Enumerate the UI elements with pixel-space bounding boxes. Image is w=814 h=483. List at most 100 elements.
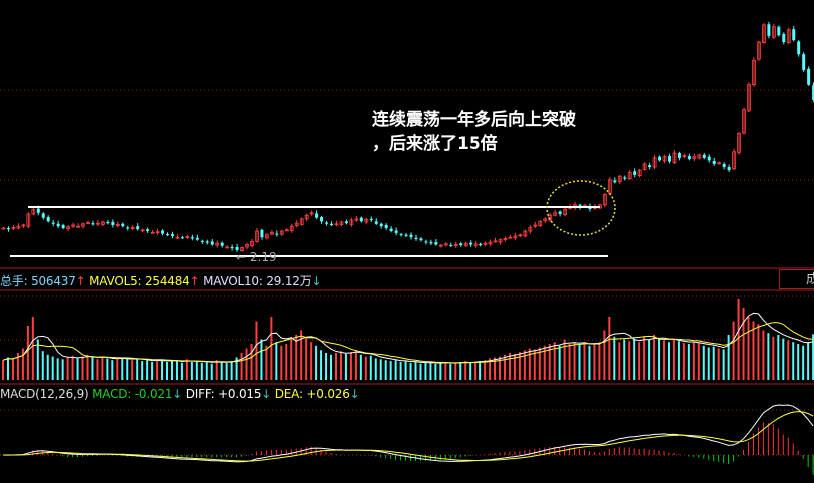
- mavol5-label: MAVOL5:: [89, 274, 145, 288]
- volume-bar: [389, 361, 392, 380]
- annotation-line-2: ，后来涨了15倍: [372, 134, 498, 154]
- volume-bar: [464, 361, 467, 380]
- volume-bar: [374, 358, 377, 380]
- macd-title: MACD(12,26,9): [0, 387, 93, 401]
- candle-body: [563, 208, 568, 216]
- volume-bar: [513, 353, 516, 380]
- volume-bar: [663, 340, 666, 380]
- candle-body: [702, 154, 706, 158]
- volume-bar: [792, 342, 795, 380]
- candle-body: [757, 41, 761, 60]
- candle-body: [722, 163, 726, 168]
- volume-bar: [86, 354, 89, 380]
- volume-bar: [503, 354, 506, 380]
- candle-body: [51, 222, 55, 224]
- candle-body: [46, 217, 50, 222]
- candle-body: [513, 235, 518, 239]
- volume-bar: [802, 345, 805, 380]
- candle-body: [146, 229, 150, 232]
- volume-bar: [797, 344, 800, 380]
- volume-bar: [295, 335, 298, 380]
- candle-body: [409, 234, 413, 238]
- volume-legend: 总手: 506437↑ MAVOL5: 254484↑ MAVOL10: 29.…: [0, 272, 322, 289]
- volume-bar: [409, 362, 412, 380]
- volume-bar: [404, 361, 407, 380]
- volume-bar: [111, 360, 114, 380]
- candle-body: [389, 228, 393, 232]
- volume-bar: [807, 342, 810, 380]
- volume-bar: [265, 345, 268, 380]
- candle-body: [627, 172, 632, 180]
- volume-bar: [653, 335, 656, 380]
- candle-body: [463, 242, 468, 247]
- volume-bar: [667, 342, 670, 380]
- candle-body: [334, 223, 339, 226]
- volume-bar: [220, 362, 223, 380]
- volume-bar: [474, 362, 477, 380]
- volume-bar: [334, 353, 337, 380]
- volume-bar: [767, 333, 770, 380]
- candle-body: [76, 225, 80, 228]
- breakout-circle: [546, 180, 616, 236]
- volume-bar: [603, 330, 606, 380]
- candle-body: [284, 229, 289, 232]
- candle-body: [717, 162, 722, 165]
- candle-body: [359, 217, 363, 222]
- candle-body: [230, 246, 234, 249]
- volume-bar: [523, 350, 526, 380]
- macd-legend: MACD(12,26,9) MACD: -0.021↓ DIFF: +0.015…: [0, 387, 360, 401]
- candle-body: [205, 241, 209, 243]
- candle-body: [642, 163, 647, 170]
- candle-body: [6, 228, 10, 230]
- volume-bar: [136, 359, 139, 380]
- candle-body: [354, 218, 359, 221]
- volume-bar: [598, 342, 601, 380]
- candle-body: [71, 224, 75, 227]
- candle-body: [548, 214, 553, 221]
- volume-bar: [712, 346, 715, 380]
- grid-lines: [0, 89, 814, 456]
- mavol10-value: 29.12万: [266, 274, 312, 288]
- candle-body: [91, 223, 95, 225]
- candle-body: [364, 219, 369, 223]
- candle-body: [419, 238, 423, 241]
- annotation-text: 连续震荡一年多后向上突破 ，后来涨了15倍: [372, 108, 576, 156]
- volume-bar: [315, 345, 318, 380]
- volume-bar: [772, 336, 775, 380]
- candle-body: [762, 24, 766, 44]
- volume-bar: [414, 362, 417, 380]
- candle-body: [175, 236, 180, 239]
- mavol5-line: [2, 312, 814, 364]
- volume-bar: [339, 351, 342, 380]
- candle-body: [11, 227, 16, 229]
- candle-body: [697, 154, 702, 159]
- candle-body: [111, 221, 115, 225]
- candle-body: [687, 156, 691, 160]
- arrow-up-icon: ↑: [189, 274, 200, 288]
- candle-body: [538, 220, 543, 227]
- candle-body: [434, 242, 438, 245]
- candle-body: [648, 165, 652, 168]
- candle-body: [61, 224, 65, 229]
- volume-bar: [51, 356, 54, 380]
- volume-bar: [2, 360, 4, 380]
- candle-body: [86, 222, 90, 224]
- candle-body: [320, 217, 324, 222]
- candle-body: [26, 213, 31, 227]
- volume-bar: [558, 345, 561, 380]
- candle-body: [553, 212, 558, 216]
- volume-bar: [200, 362, 203, 380]
- candle-body: [369, 218, 373, 221]
- candle-body: [294, 222, 299, 227]
- candle-body: [170, 234, 174, 236]
- volume-bar: [528, 348, 531, 380]
- candle-body: [453, 244, 458, 247]
- candle-body: [727, 167, 731, 171]
- candle-body: [279, 230, 284, 235]
- volume-bar: [270, 317, 273, 380]
- candle-body: [16, 225, 21, 229]
- volume-bar: [185, 359, 188, 380]
- side-tab-button[interactable]: 成: [779, 269, 814, 289]
- volume-bar: [508, 353, 511, 380]
